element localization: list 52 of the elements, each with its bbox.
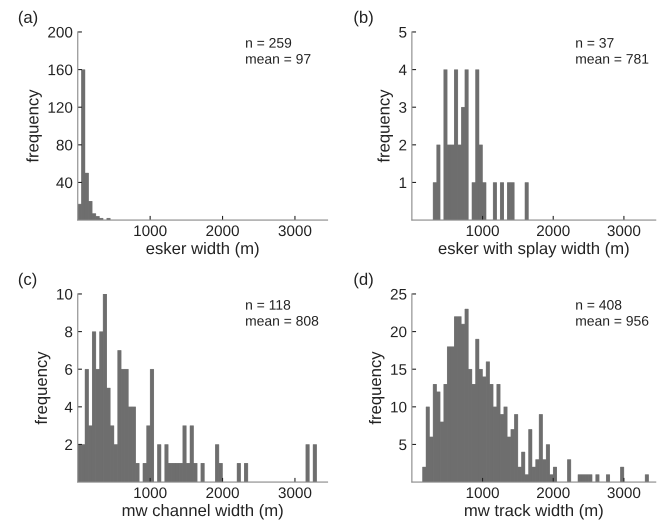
x-tick-label: 2000 <box>537 487 570 498</box>
x-tick-label: 1000 <box>466 225 499 236</box>
x-tick-label: 3000 <box>278 225 312 236</box>
y-axis-title: frequency <box>377 89 393 162</box>
chart-title: (c) <box>18 272 36 288</box>
x-tick-label: 2000 <box>537 225 570 236</box>
y-tick-label: 40 <box>56 177 72 188</box>
y-tick-label: 200 <box>48 26 72 38</box>
y-tick-label: 8 <box>65 326 72 338</box>
chart-title: (d) <box>354 272 373 288</box>
y-tick-label: 5 <box>399 439 406 450</box>
y-tick-label: 2 <box>399 140 406 150</box>
annotation: n = 259 <box>246 38 292 48</box>
y-tick-label: 5 <box>399 26 406 38</box>
y-tick-label: 6 <box>65 364 72 375</box>
annotation: mean = 808 <box>246 316 318 326</box>
x-tick-label: 1000 <box>134 487 167 498</box>
y-tick-label: 80 <box>56 140 72 151</box>
x-axis-title: mw track width (m) <box>464 504 603 520</box>
annotation: mean = 97 <box>246 54 310 64</box>
x-axis-title: esker with splay width (m) <box>438 242 629 258</box>
y-axis-title: frequency <box>34 351 50 424</box>
y-tick-label: 10 <box>57 288 72 300</box>
x-tick-label: 3000 <box>607 225 640 236</box>
y-tick-label: 10 <box>391 402 406 413</box>
y-tick-label: 120 <box>48 102 72 113</box>
y-axis-title: frequency <box>368 351 384 424</box>
x-tick-label: 1000 <box>466 487 499 498</box>
x-tick-label: 2000 <box>206 225 239 236</box>
annotation: n = 37 <box>576 38 614 48</box>
y-axis-title: frequency <box>26 89 42 162</box>
y-tick-label: 1 <box>400 177 406 188</box>
x-tick-label: 1000 <box>134 225 167 236</box>
y-tick-label: 160 <box>48 64 72 76</box>
y-tick-label: 4 <box>398 64 407 76</box>
x-tick-label: 3000 <box>278 487 312 498</box>
chart-title: (a) <box>18 10 38 26</box>
annotation: n = 408 <box>576 300 622 310</box>
chart-title: (b) <box>354 10 373 26</box>
x-tick-label: 3000 <box>607 487 640 498</box>
x-tick-label: 2000 <box>206 487 239 498</box>
y-tick-label: 3 <box>399 102 406 113</box>
x-axis-title: esker width (m) <box>146 242 259 258</box>
annotation: mean = 956 <box>576 316 648 326</box>
annotation: n = 118 <box>246 300 290 310</box>
x-axis-title: mw channel width (m) <box>122 504 283 520</box>
y-tick-label: 2 <box>65 439 72 450</box>
y-tick-label: 15 <box>391 364 406 375</box>
annotation: mean = 781 <box>576 54 648 64</box>
y-tick-label: 20 <box>390 326 406 338</box>
y-tick-label: 25 <box>390 288 406 300</box>
y-tick-label: 4 <box>64 402 72 412</box>
